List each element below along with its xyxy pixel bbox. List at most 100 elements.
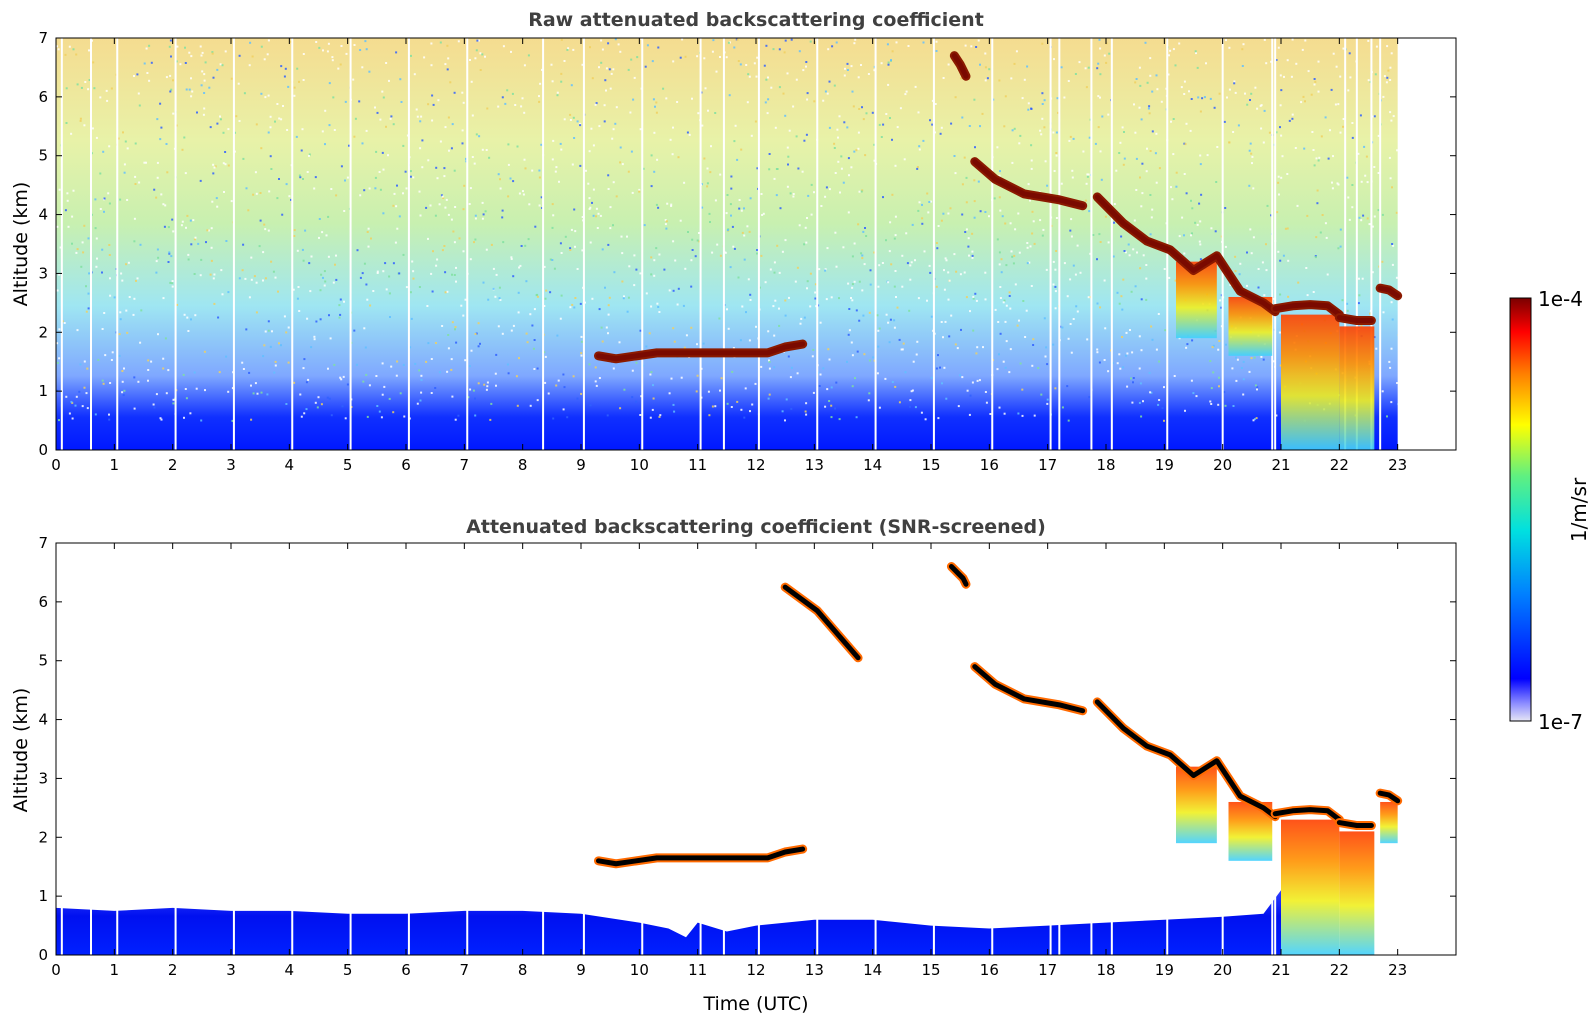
noise-speck: [768, 168, 771, 171]
noise-speck: [330, 188, 333, 190]
noise-speck: [501, 209, 504, 212]
noise-speck: [427, 103, 430, 106]
noise-speck: [1044, 355, 1047, 358]
noise-speck: [720, 377, 723, 380]
noise-speck: [554, 170, 557, 173]
noise-speck: [570, 228, 573, 231]
noise-speck: [944, 257, 947, 260]
noise-speck: [444, 206, 447, 209]
noise-speck: [765, 78, 768, 81]
noise-speck: [1040, 393, 1043, 396]
noise-speck: [435, 166, 438, 169]
noise-speck: [889, 318, 892, 321]
noise-speck: [1334, 103, 1337, 106]
noise-speck: [506, 89, 509, 92]
noise-speck: [1055, 217, 1058, 219]
noise-speck: [121, 391, 124, 394]
noise-speck: [499, 178, 501, 181]
noise-speck: [1120, 235, 1123, 238]
noise-speck: [1134, 285, 1137, 288]
noise-speck: [88, 272, 91, 275]
noise-speck: [672, 327, 675, 330]
noise-speck: [894, 215, 897, 218]
noise-speck: [1367, 79, 1370, 82]
noise-speck: [315, 41, 318, 43]
noise-speck: [1382, 311, 1385, 314]
noise-speck: [698, 232, 700, 234]
noise-speck: [412, 176, 415, 179]
noise-speck: [851, 90, 854, 93]
noise-speck: [1386, 415, 1388, 418]
noise-speck: [833, 84, 836, 87]
noise-speck: [453, 274, 456, 276]
noise-speck: [396, 227, 399, 230]
noise-speck: [128, 296, 131, 298]
noise-speck: [231, 419, 234, 422]
noise-speck: [708, 414, 711, 417]
noise-speck: [525, 280, 528, 283]
noise-speck: [1313, 83, 1316, 86]
noise-speck: [633, 254, 636, 257]
noise-speck: [719, 254, 722, 257]
noise-speck: [517, 291, 520, 294]
noise-speck: [441, 249, 444, 252]
noise-speck: [76, 329, 79, 332]
noise-speck: [785, 398, 788, 401]
noise-speck: [1192, 392, 1195, 395]
noise-speck: [707, 390, 710, 393]
noise-speck: [382, 168, 385, 171]
y-tick-label: 2: [38, 323, 48, 341]
noise-speck: [959, 374, 961, 377]
colorbar: 1e-4 1e-7 1/m/sr: [1509, 287, 1591, 734]
noise-speck: [262, 355, 265, 358]
no-data-region: [1397, 38, 1456, 450]
noise-speck: [1371, 115, 1374, 118]
data-gap: [542, 38, 545, 450]
cloud-layer: [948, 564, 969, 587]
noise-speck: [169, 281, 172, 284]
noise-speck: [293, 381, 296, 384]
noise-speck: [676, 303, 679, 306]
noise-speck: [1146, 147, 1148, 150]
noise-speck: [691, 249, 694, 251]
noise-speck: [301, 248, 304, 251]
data-gap: [1370, 38, 1373, 450]
noise-speck: [971, 232, 974, 235]
noise-speck: [454, 418, 457, 421]
noise-speck: [1021, 97, 1024, 100]
noise-speck: [525, 332, 528, 335]
noise-speck: [1228, 46, 1231, 49]
noise-speck: [71, 417, 74, 420]
noise-speck: [388, 275, 391, 278]
noise-speck: [200, 258, 203, 261]
noise-speck: [922, 139, 925, 142]
noise-speck: [857, 131, 860, 134]
noise-speck: [1396, 382, 1399, 384]
noise-speck: [427, 342, 430, 345]
noise-speck: [840, 155, 843, 158]
noise-speck: [199, 179, 202, 182]
noise-speck: [861, 106, 863, 109]
noise-speck: [1026, 65, 1029, 68]
noise-speck: [123, 171, 126, 174]
noise-speck: [903, 158, 906, 161]
noise-speck: [600, 61, 603, 64]
noise-speck: [80, 86, 83, 89]
noise-speck: [736, 400, 739, 403]
noise-speck: [213, 166, 216, 169]
noise-speck: [574, 230, 577, 233]
y-tick-label: 3: [38, 769, 48, 787]
noise-speck: [799, 322, 802, 325]
noise-speck: [805, 61, 808, 63]
x-tick-label: 0: [51, 456, 61, 474]
noise-speck: [1075, 305, 1078, 308]
noise-speck: [787, 163, 789, 166]
noise-speck: [1262, 141, 1265, 144]
data-gap: [349, 38, 352, 450]
noise-speck: [621, 163, 624, 166]
noise-speck: [328, 397, 331, 400]
noise-speck: [1070, 351, 1073, 354]
noise-speck: [343, 210, 346, 212]
noise-speck: [1381, 390, 1384, 393]
noise-speck: [988, 68, 991, 71]
